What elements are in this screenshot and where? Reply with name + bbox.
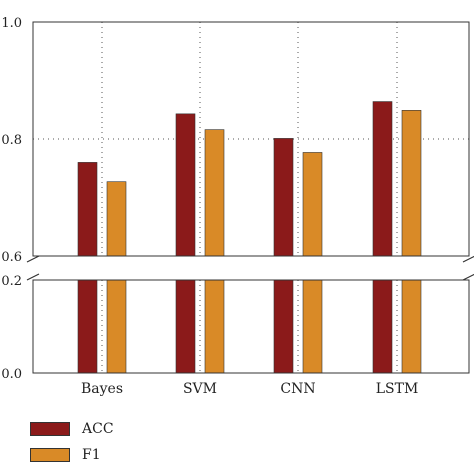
x-tick-label-bayes: Bayes	[81, 381, 123, 397]
legend: ACC F1	[30, 416, 114, 468]
bar-lower-svm-acc	[175, 279, 196, 374]
axes	[26, 21, 474, 374]
legend-label-f1: F1	[82, 447, 101, 463]
bar-upper-svm-f1	[204, 129, 225, 257]
lower-panel-frame	[32, 279, 470, 374]
y-tick-label-0-8: 0.8	[1, 133, 22, 148]
bar-upper-cnn-f1	[302, 152, 323, 257]
bar-chart: 1.0 0.8 0.6 0.2 0.0 Bayes SVM CNN LSTM	[1, 16, 474, 397]
x-tick-label-cnn: CNN	[280, 381, 315, 397]
bar-lower-bayes-f1	[106, 279, 127, 374]
bars	[77, 101, 422, 374]
y-tick-label-0-2: 0.2	[1, 274, 22, 289]
axis-break-mark-right	[462, 255, 474, 281]
bar-lower-svm-f1	[204, 279, 225, 374]
legend-swatch-acc	[30, 422, 70, 436]
legend-item-f1: F1	[30, 442, 114, 468]
legend-swatch-f1	[30, 448, 70, 462]
bar-lower-lstm-acc	[372, 279, 393, 374]
y-tick-label-0-6: 0.6	[1, 250, 22, 265]
y-tick-label-1-0: 1.0	[1, 16, 22, 31]
y-ticks: 1.0 0.8 0.6 0.2 0.0	[1, 16, 22, 382]
x-category-labels: Bayes SVM CNN LSTM	[81, 381, 418, 397]
bar-lower-cnn-f1	[302, 279, 323, 374]
legend-item-acc: ACC	[30, 416, 114, 442]
bar-upper-cnn-acc	[273, 138, 294, 257]
legend-label-acc: ACC	[82, 421, 114, 437]
upper-panel-frame	[32, 21, 470, 257]
x-tick-label-lstm: LSTM	[376, 381, 419, 397]
bar-upper-bayes-f1	[106, 181, 127, 257]
bar-lower-cnn-acc	[273, 279, 294, 374]
grid-lines	[33, 22, 469, 373]
y-tick-label-0-0: 0.0	[1, 367, 22, 382]
bar-upper-svm-acc	[175, 113, 196, 257]
bar-upper-lstm-acc	[372, 101, 393, 257]
axis-break-mark-left	[26, 255, 40, 281]
bar-upper-bayes-acc	[77, 162, 98, 257]
bar-lower-lstm-f1	[401, 279, 422, 374]
x-tick-label-svm: SVM	[183, 381, 217, 397]
bar-lower-bayes-acc	[77, 279, 98, 374]
bar-upper-lstm-f1	[401, 110, 422, 257]
